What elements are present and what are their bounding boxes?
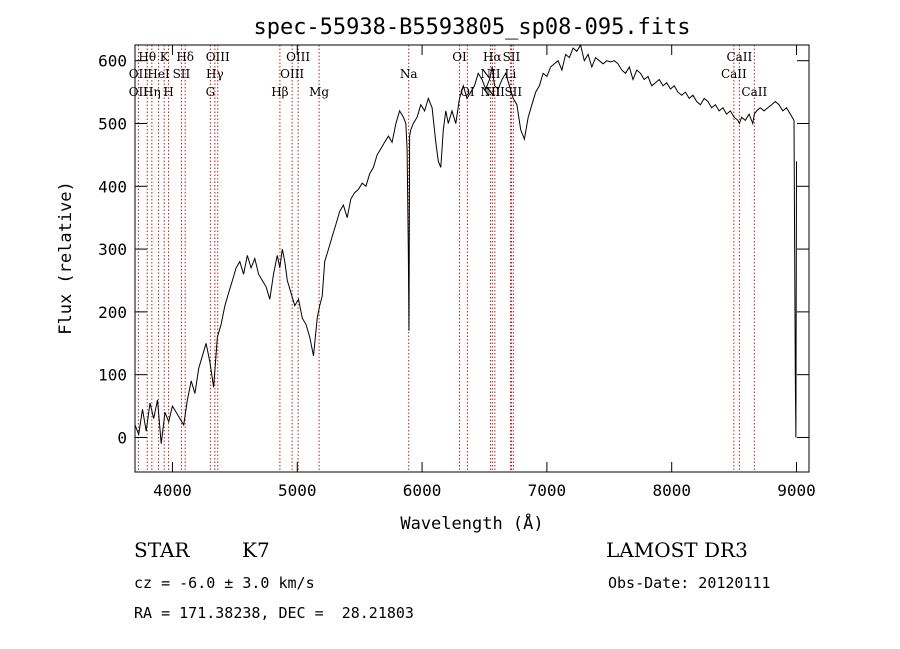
spectrum-line — [134, 43, 797, 444]
line-label: Hθ — [138, 50, 156, 64]
y-axis-ticks: 0 100 200 300 400 500 600 — [98, 52, 809, 447]
coordinates: RA = 171.38238, DEC = 28.21803 — [134, 604, 414, 622]
line-label: G — [206, 85, 216, 99]
line-label: SII — [173, 67, 191, 81]
line-label: OIII — [286, 50, 310, 64]
line-label: SII — [504, 85, 522, 99]
x-axis-ticks: 4000 5000 6000 7000 8000 9000 — [153, 45, 816, 500]
plot-frame — [134, 44, 810, 473]
y-tick-label: 0 — [117, 428, 127, 447]
x-tick-label: 7000 — [528, 481, 567, 500]
y-axis-label: Flux (relative) — [56, 181, 76, 335]
line-label: CaII — [741, 85, 767, 99]
line-label: K — [160, 50, 170, 64]
line-label: Hδ — [176, 50, 194, 64]
y-tick-label: 100 — [98, 366, 127, 385]
x-tick-label: 6000 — [403, 481, 442, 500]
spectral-line-labels: OIIOIIHθHηHeIKHSIIHδGHγOIIIHβOIIIOIIIMgN… — [129, 50, 768, 99]
line-label: Mg — [309, 85, 329, 99]
line-label: H — [163, 85, 173, 99]
y-tick-label: 400 — [98, 177, 127, 196]
line-label: OI — [452, 50, 467, 64]
spectral-line-markers — [137, 45, 755, 472]
observation-date: Obs-Date: 20120111 — [608, 574, 771, 592]
line-label: Na — [400, 67, 418, 81]
x-tick-label: 4000 — [153, 481, 192, 500]
line-label: Hη — [143, 85, 161, 99]
spectral-subclass: K7 — [242, 538, 270, 562]
survey-name: LAMOST DR3 — [606, 538, 748, 562]
x-tick-label: 5000 — [278, 481, 317, 500]
y-tick-label: 200 — [98, 303, 127, 322]
line-label: HeI — [147, 67, 170, 81]
line-label: OIII — [206, 50, 230, 64]
y-tick-label: 300 — [98, 240, 127, 259]
x-axis-label: Wavelength (Å) — [400, 512, 543, 534]
line-label: NII — [485, 85, 505, 99]
line-label: OII — [129, 85, 149, 99]
line-label: OII — [129, 67, 149, 81]
line-label: OIII — [280, 67, 304, 81]
line-label: Li — [505, 67, 517, 81]
y-tick-label: 600 — [98, 52, 127, 71]
object-class: STAR — [134, 538, 190, 562]
line-label: Hα — [483, 50, 502, 64]
redshift-value: cz = -6.0 ± 3.0 km/s — [134, 574, 315, 592]
line-label: Hβ — [271, 85, 288, 99]
line-label: CaII — [726, 50, 752, 64]
line-label: SII — [503, 50, 521, 64]
line-label: Hγ — [206, 67, 224, 81]
y-tick-label: 500 — [98, 114, 127, 133]
line-label: CaII — [721, 67, 747, 81]
x-tick-label: 8000 — [652, 481, 691, 500]
x-tick-label: 9000 — [777, 481, 816, 500]
chart-title: spec-55938-B5593805_sp08-095.fits — [253, 15, 690, 40]
